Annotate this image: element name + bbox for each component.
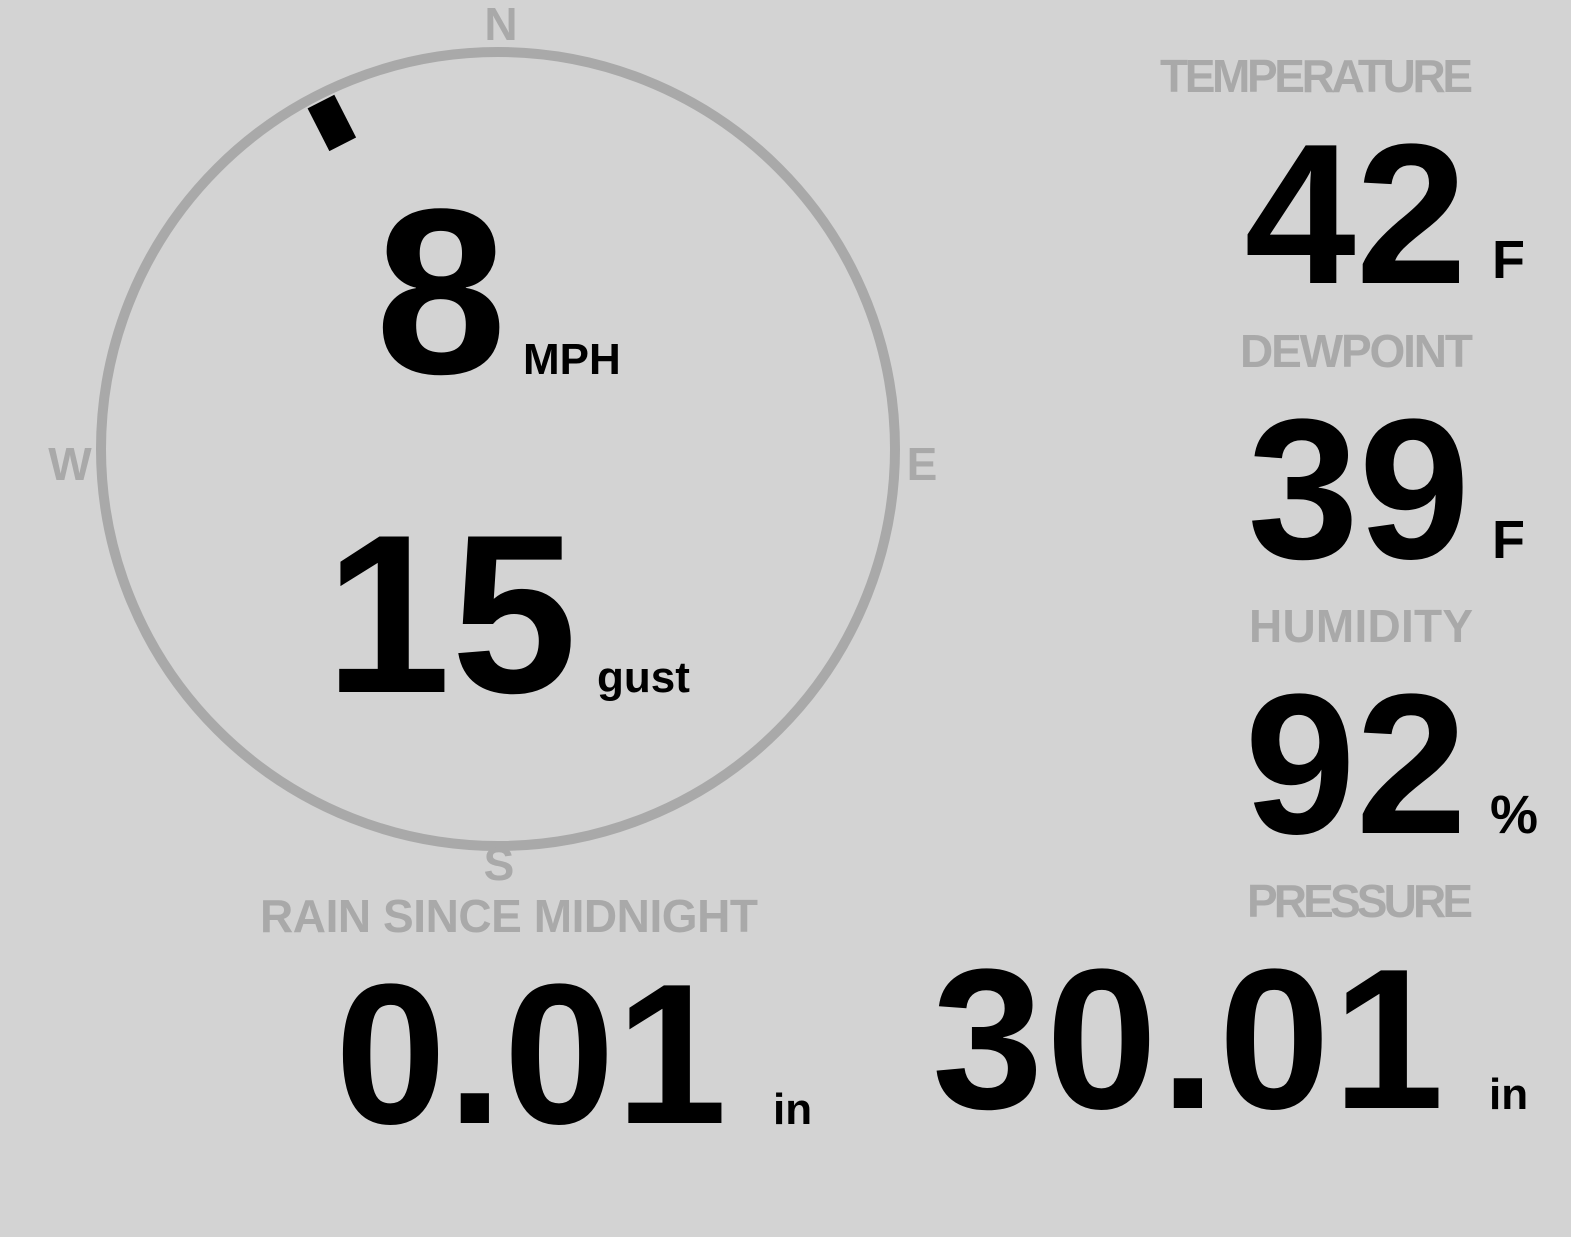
humidity-panel: HUMIDITY 92 %	[1245, 600, 1538, 876]
rain-panel: RAIN SINCE MIDNIGHT 0.01 in	[260, 890, 812, 1166]
compass-east-label: E	[907, 438, 938, 490]
humidity-value: 92	[1245, 653, 1467, 876]
temperature-unit: F	[1492, 230, 1525, 290]
compass-north-label: N	[484, 0, 517, 50]
compass-dial	[96, 47, 900, 851]
pressure-value: 30.01	[932, 928, 1444, 1151]
wind-speed-value: 8	[375, 160, 506, 424]
rain-unit: in	[773, 1085, 812, 1134]
temperature-label: TEMPERATURE	[1160, 50, 1473, 102]
compass-south-label: S	[484, 838, 515, 890]
pressure-unit: in	[1489, 1070, 1528, 1119]
dewpoint-panel: DEWPOINT 39 F	[1240, 325, 1525, 601]
rain-label: RAIN SINCE MIDNIGHT	[260, 890, 758, 942]
wind-direction-marker	[307, 94, 357, 152]
wind-gust-unit: gust	[597, 653, 690, 702]
dewpoint-unit: F	[1492, 510, 1525, 570]
pressure-label: PRESSURE	[1247, 875, 1473, 927]
dewpoint-value: 39	[1248, 378, 1470, 601]
temperature-value: 42	[1245, 103, 1467, 326]
rain-value: 0.01	[335, 943, 727, 1166]
humidity-unit: %	[1490, 785, 1538, 845]
compass-west-label: W	[48, 438, 92, 490]
wind-gauge: N E S W 8 MPH 15 gust	[48, 0, 937, 890]
dewpoint-label: DEWPOINT	[1240, 325, 1473, 377]
pressure-panel: PRESSURE 30.01 in	[932, 875, 1528, 1151]
temperature-panel: TEMPERATURE 42 F	[1160, 50, 1525, 326]
wind-speed-unit: MPH	[523, 335, 621, 384]
humidity-label: HUMIDITY	[1249, 600, 1473, 652]
wind-gust-value: 15	[325, 487, 577, 740]
